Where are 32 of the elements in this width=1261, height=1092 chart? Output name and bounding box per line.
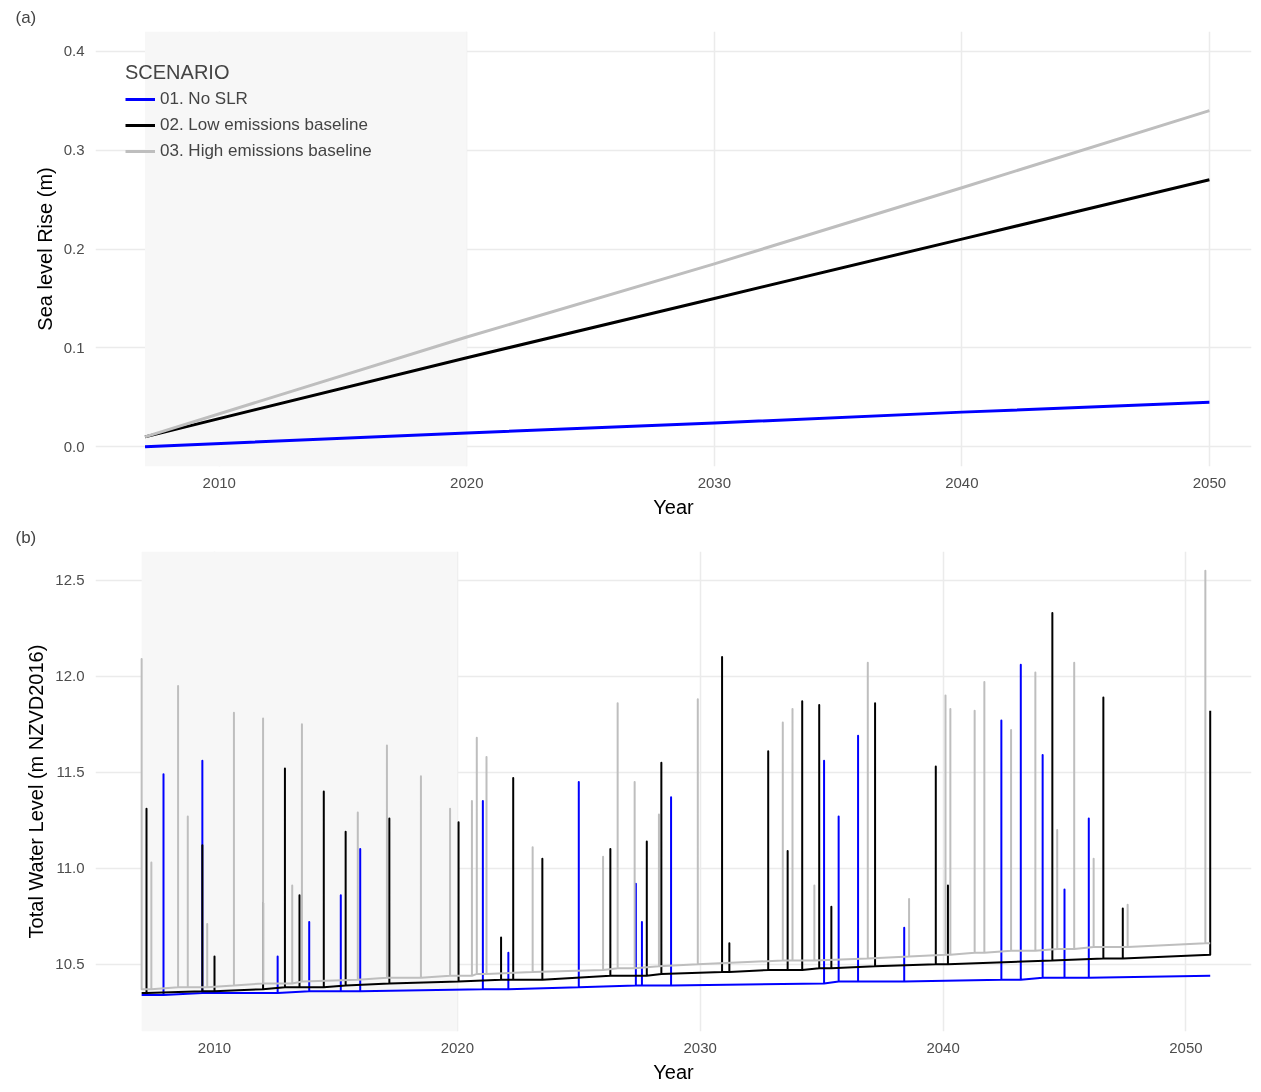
legend-label: 03. High emissions baseline bbox=[160, 141, 372, 161]
line-series bbox=[143, 400, 1211, 449]
chart-title: (a) bbox=[15, 7, 37, 27]
line-series bbox=[143, 109, 1211, 439]
x-tick-label: 2040 bbox=[945, 473, 979, 491]
y-tick-label: 11.0 bbox=[56, 859, 85, 877]
y-axis-title: Total Water Level (m NZVD2016) bbox=[25, 644, 48, 939]
y-tick-label: 0.2 bbox=[63, 240, 85, 257]
y-tick-label: 0.1 bbox=[63, 338, 85, 356]
y-tick-label: 11.5 bbox=[56, 763, 85, 781]
y-axis-title: Sea level Rise (m) bbox=[33, 167, 56, 331]
y-tick-label: 10.5 bbox=[55, 955, 85, 973]
x-tick-label: 2030 bbox=[683, 1038, 717, 1056]
x-tick-label: 2050 bbox=[1169, 1038, 1203, 1056]
x-axis-title: Year bbox=[653, 1060, 695, 1083]
x-tick-label: 2050 bbox=[1192, 473, 1227, 491]
x-tick-label: 2010 bbox=[202, 473, 236, 491]
x-axis-title: Year bbox=[653, 495, 695, 518]
x-tick-label: 2020 bbox=[440, 1038, 475, 1056]
legend-label: 02. Low emissions baseline bbox=[160, 115, 368, 135]
x-tick-label: 2030 bbox=[697, 473, 732, 491]
x-tick-label: 2040 bbox=[926, 1038, 960, 1056]
y-tick-label: 12.5 bbox=[55, 571, 85, 589]
y-tick-label: 0.4 bbox=[63, 42, 85, 60]
y-tick-label: 0.3 bbox=[63, 141, 85, 159]
chart-title: (b) bbox=[15, 527, 37, 547]
x-tick-label: 2020 bbox=[450, 473, 484, 491]
y-tick-label: 12.0 bbox=[55, 667, 85, 685]
x-tick-label: 2010 bbox=[197, 1038, 232, 1056]
legend-title: SCENARIO bbox=[125, 61, 231, 84]
legend-label: 01. No SLR bbox=[160, 89, 248, 109]
y-tick-label: 0.0 bbox=[63, 437, 85, 455]
